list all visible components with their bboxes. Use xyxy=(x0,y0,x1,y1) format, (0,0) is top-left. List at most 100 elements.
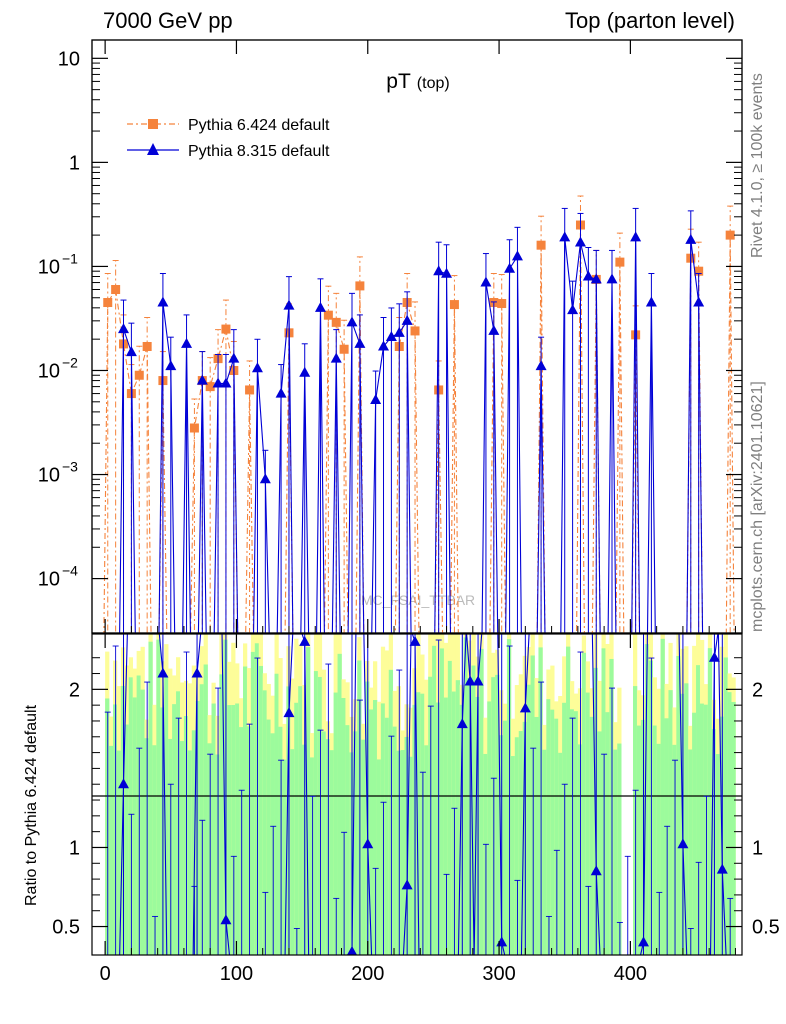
ratio-band-inner xyxy=(369,709,374,955)
ratio-band-inner xyxy=(613,749,618,955)
rivet-version-label: Rivet 4.1.0, ≥ 100k events xyxy=(749,73,766,258)
main-y-tick-exponent: −1 xyxy=(62,250,78,266)
ratio-band-inner xyxy=(723,657,728,955)
ratio-band-inner xyxy=(317,676,323,955)
ratio-band-inner xyxy=(235,703,240,955)
legend-label-pythia6: Pythia 6.424 default xyxy=(188,117,330,134)
data-point-square xyxy=(449,300,459,310)
data-point-triangle xyxy=(212,377,224,388)
data-point-triangle xyxy=(401,314,413,325)
ratio-band-inner xyxy=(495,674,500,955)
data-point-triangle xyxy=(574,236,586,247)
data-point-triangle xyxy=(433,265,445,276)
ratio-band-inner xyxy=(384,717,390,955)
data-point-triangle xyxy=(251,362,263,373)
ratio-data-point xyxy=(638,936,650,947)
ratio-band-inner xyxy=(668,690,673,955)
data-point-triangle xyxy=(385,330,397,341)
data-point-square xyxy=(323,310,333,320)
data-point-square xyxy=(103,298,113,308)
ratio-band-inner xyxy=(605,712,610,955)
ratio-band-inner xyxy=(471,665,476,955)
ratio-band-inner xyxy=(215,754,220,955)
x-tick-label: 200 xyxy=(351,963,384,985)
data-point-square xyxy=(355,281,365,291)
data-point-triangle xyxy=(567,304,579,315)
ratio-band-inner xyxy=(168,738,173,955)
data-point-triangle xyxy=(582,270,594,281)
plot-title-main: pT xyxy=(386,70,411,93)
ratio-y-tick-label-right: 0.5 xyxy=(752,917,780,939)
data-point-square xyxy=(497,299,507,309)
data-point-square xyxy=(111,285,121,295)
data-point-triangle xyxy=(378,340,390,351)
ratio-band-inner xyxy=(664,718,669,955)
ratio-band-inner xyxy=(179,741,185,955)
ratio-band-inner xyxy=(534,716,539,955)
ratio-band-inner xyxy=(432,645,437,955)
series-pythia8 xyxy=(118,207,705,633)
ratio-band-inner xyxy=(648,660,654,955)
ratio-band-inner xyxy=(211,703,216,955)
data-point-triangle xyxy=(559,231,571,242)
ratio-data-point xyxy=(346,945,358,955)
data-point-square xyxy=(245,385,255,395)
data-point-triangle xyxy=(393,326,405,337)
series-line xyxy=(103,225,735,633)
data-point-square xyxy=(536,240,546,250)
ratio-band-inner xyxy=(302,744,307,955)
ratio-band-inner xyxy=(554,718,559,955)
ratio-band-inner xyxy=(396,750,401,955)
ratio-band-inner xyxy=(195,700,200,955)
ratio-band-inner xyxy=(711,729,717,955)
data-point-triangle xyxy=(511,250,523,261)
ratio-band-inner xyxy=(538,647,543,955)
header-energy: 7000 GeV pp xyxy=(103,8,233,33)
ratio-band-inner xyxy=(550,709,555,955)
plot-title-sub: (top) xyxy=(417,75,450,92)
ratio-band-inner xyxy=(231,704,236,955)
ratio-band-inner xyxy=(290,749,295,955)
x-tick-label: 100 xyxy=(220,963,253,985)
ratio-band-inner xyxy=(109,745,114,955)
ratio-band-inner xyxy=(660,638,665,955)
ratio-band-inner xyxy=(373,700,378,955)
tick-base: 10 xyxy=(38,465,60,487)
ratio-band-inner xyxy=(105,698,110,955)
ratio-data-point xyxy=(283,707,295,718)
data-point-triangle xyxy=(259,473,271,484)
ratio-band-inner xyxy=(239,727,244,955)
ratio-band-inner xyxy=(676,655,681,955)
ratio-y-tick-label: 1 xyxy=(69,837,80,859)
ratio-band-inner xyxy=(124,724,130,955)
ratio-band-inner xyxy=(692,712,697,955)
data-point-triangle xyxy=(606,273,618,284)
ratio-band-inner xyxy=(116,750,122,955)
main-y-tick-exponent: −3 xyxy=(62,459,78,475)
ratio-band-inner xyxy=(597,731,602,955)
ratio-data-point xyxy=(409,635,421,646)
ratio-band-inner xyxy=(176,691,181,955)
main-y-tick-label: 10 xyxy=(58,48,80,70)
data-point-square xyxy=(331,317,341,327)
ratio-band-inner xyxy=(558,752,563,955)
ratio-band-inner xyxy=(380,703,386,955)
ratio-band-inner xyxy=(412,704,417,955)
main-x-ticks xyxy=(104,40,736,633)
ratio-band-inner xyxy=(254,643,260,955)
ratio-band-inner xyxy=(298,686,303,955)
data-point-square xyxy=(615,257,625,267)
ratio-data-point xyxy=(464,675,476,686)
ratio-band-inner xyxy=(309,757,315,955)
ratio-band-inner xyxy=(581,652,587,955)
tick-base: 10 xyxy=(38,256,60,278)
plot-title: pT (top) xyxy=(386,70,449,93)
ratio-band-inner xyxy=(652,725,657,955)
main-y-tick-exponent: −4 xyxy=(62,563,78,579)
main-y-tick-label: 10 xyxy=(38,465,60,487)
ratio-band-inner xyxy=(333,692,338,955)
ratio-band-inner xyxy=(696,665,701,955)
ratio-band-inner xyxy=(152,745,157,955)
